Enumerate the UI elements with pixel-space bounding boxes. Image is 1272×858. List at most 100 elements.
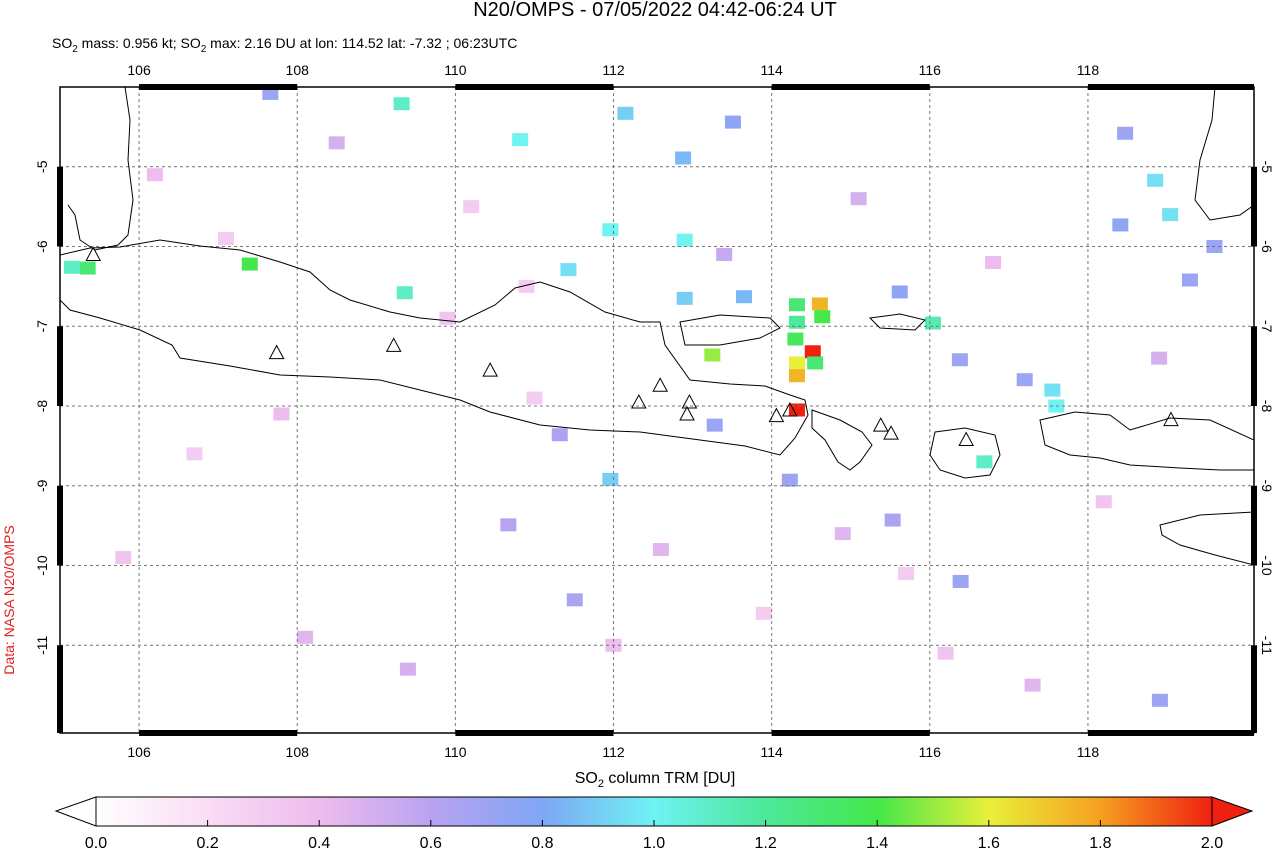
- so2-cell: [399, 662, 416, 676]
- y-tick-label-left: -7: [34, 320, 50, 333]
- so2-cell: [241, 257, 258, 271]
- x-tick-label-top: 110: [444, 62, 467, 78]
- so2-cell: [834, 527, 851, 541]
- so2-cell: [1044, 383, 1061, 397]
- colorbar-tick-label: 2.0: [1201, 835, 1223, 852]
- so2-cell: [146, 168, 163, 182]
- so2-cell: [1095, 495, 1112, 509]
- colorbar-tick-label: 0.2: [196, 835, 218, 852]
- coast-kangean: [868, 313, 926, 331]
- colorbar: SO2 column TRM [DU] 0.0 0.2 0.4 0.6 0.8 1.0 1.…: [54, 770, 1254, 852]
- volcano: [872, 417, 889, 432]
- volcano: [883, 425, 899, 440]
- frame-bar: [1251, 326, 1257, 407]
- so2-cell: [566, 593, 583, 607]
- frame-bar: [771, 84, 930, 90]
- so2-cell: [602, 472, 619, 486]
- colorbar-tick-label: 1.0: [643, 835, 665, 852]
- volcanoes: [85, 246, 1179, 447]
- coast-sulawesi: [1194, 87, 1254, 221]
- so2-cell: [788, 369, 805, 383]
- y-tick-label-right: -10: [1259, 555, 1272, 575]
- colorbar-tick-label: 1.8: [1089, 835, 1111, 852]
- frame-bar: [771, 730, 930, 736]
- subtitle-part: mass: 0.956 kt; SO: [78, 35, 201, 51]
- y-tick-label-right: -6: [1259, 240, 1272, 253]
- x-tick-label-bottom: 116: [919, 744, 942, 760]
- so2-cell: [463, 200, 480, 214]
- volcano: [1163, 411, 1179, 427]
- y-tick-label-right: -7: [1259, 320, 1272, 333]
- so2-cell: [898, 566, 915, 580]
- so2-cell: [891, 285, 908, 299]
- so2-cell: [1151, 351, 1168, 365]
- volcano: [652, 377, 669, 392]
- so2-cell: [1117, 126, 1134, 140]
- frame-bar: [139, 730, 298, 736]
- so2-cell: [937, 646, 954, 660]
- frame-bar: [455, 84, 614, 90]
- so2-cell: [807, 356, 824, 370]
- so2-cell: [186, 447, 203, 461]
- x-tick-label-bottom: 114: [760, 744, 783, 760]
- subtitle-part: max: 2.16 DU at lon: 114.52 lat: -7.32 ;…: [206, 35, 517, 51]
- so2-cell: [512, 133, 529, 147]
- colorbar-label-part: column TRM [DU]: [604, 770, 735, 787]
- so2-cell: [814, 310, 831, 324]
- volcano: [630, 393, 647, 409]
- so2-cell: [706, 418, 723, 432]
- x-tick-label-bottom: 106: [127, 744, 151, 760]
- so2-cell: [439, 311, 456, 325]
- so2-cell: [1162, 208, 1179, 222]
- so2-cell: [218, 232, 235, 246]
- so2-cells: [63, 87, 1223, 707]
- so2-cell: [328, 136, 345, 150]
- frame-bar: [455, 730, 614, 736]
- so2-cell: [985, 255, 1002, 269]
- so2-cell: [617, 106, 634, 120]
- volcano: [958, 431, 975, 447]
- colorbar-tick-label: 0.4: [308, 835, 330, 852]
- colorbar-tick-label: 1.6: [978, 835, 1000, 852]
- frame-bar: [1087, 84, 1254, 90]
- so2-cell: [1112, 218, 1129, 232]
- colorbar-tick-label: 1.4: [866, 835, 888, 852]
- so2-cell: [952, 574, 969, 588]
- y-tick-label-left: -6: [34, 240, 50, 253]
- so2-cell: [1016, 373, 1033, 387]
- y-tick-label-left: -9: [34, 479, 50, 492]
- coast-sumatra: [67, 87, 134, 251]
- colorbar-tick-label: 1.2: [754, 835, 776, 852]
- y-tick-label-left: -11: [34, 635, 50, 654]
- colorbar-label-sub: 2: [598, 778, 604, 790]
- volcano: [681, 393, 698, 409]
- so2-cell: [735, 290, 752, 304]
- coast-sumba: [1159, 511, 1254, 566]
- y-tick-label-right: -8: [1259, 400, 1272, 413]
- so2-cell: [262, 87, 279, 100]
- so2-cell: [1181, 273, 1198, 287]
- so2-cell: [788, 356, 805, 370]
- volcano: [768, 407, 785, 423]
- so2-cell: [526, 391, 543, 405]
- so2-cell: [500, 518, 517, 532]
- so2-cell: [676, 233, 693, 247]
- frame-border: [59, 86, 1255, 734]
- frame-bar: [57, 166, 63, 247]
- frame-bar: [1251, 645, 1257, 733]
- so2-cell: [1147, 173, 1164, 187]
- x-tick-label-top: 114: [760, 62, 783, 78]
- so2-cell: [676, 291, 693, 305]
- y-tick-label-right: -9: [1259, 480, 1272, 493]
- subtitle-part: SO: [52, 35, 72, 51]
- so2-cell: [850, 192, 867, 206]
- map-frame: [57, 84, 1257, 736]
- coast-lombok: [929, 427, 1001, 479]
- x-tick-label-top: 116: [919, 62, 942, 78]
- so2-cell: [652, 543, 669, 557]
- colorbar-tick-label: 0.0: [85, 835, 107, 852]
- coast-bali: [811, 409, 873, 471]
- so2-cell: [811, 297, 828, 311]
- x-tick-label-bottom: 108: [286, 744, 310, 760]
